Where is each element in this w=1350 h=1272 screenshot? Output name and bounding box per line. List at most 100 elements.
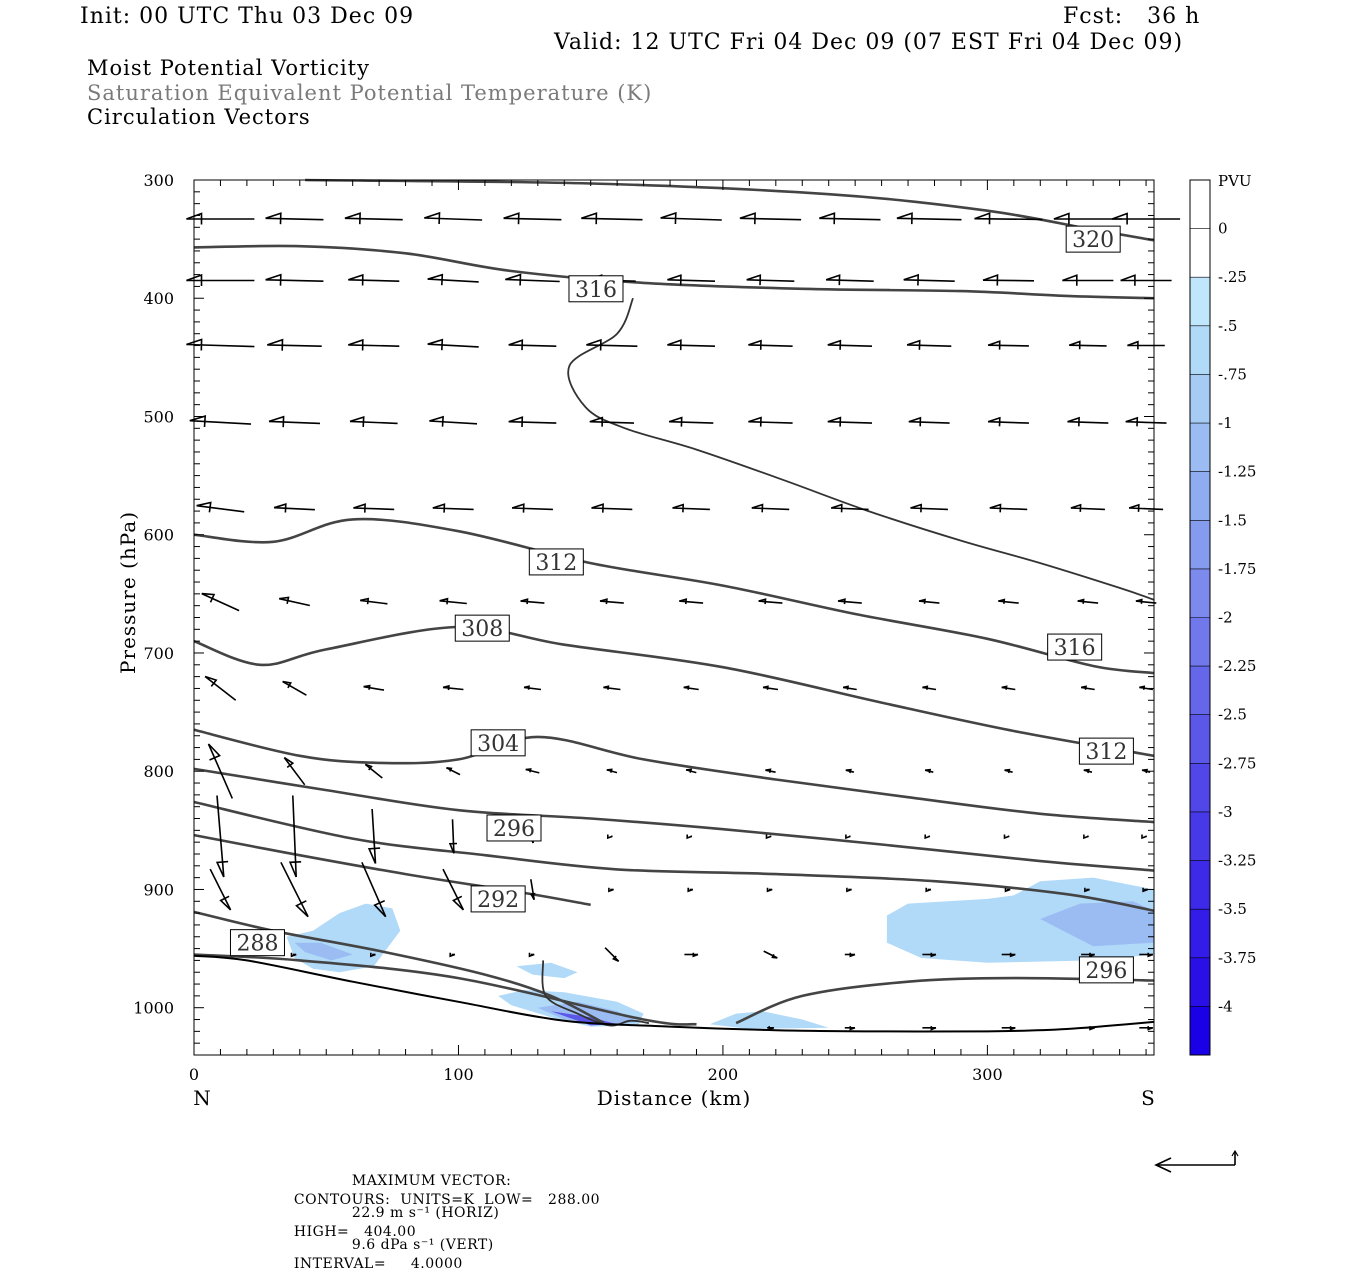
contour-label-box	[470, 729, 526, 757]
circulation-vector	[1003, 834, 1010, 840]
vector-shaft	[520, 600, 545, 604]
vector-shaft	[505, 278, 560, 283]
vector-head	[739, 212, 756, 225]
vector-head	[424, 211, 441, 225]
circulation-vector	[766, 887, 773, 893]
circulation-vector	[906, 339, 952, 350]
circulation-vector	[282, 680, 307, 696]
x-tick-label: 100	[443, 1065, 474, 1084]
vector-head	[686, 768, 693, 773]
vector-head	[1080, 685, 1087, 690]
vector-head	[930, 952, 937, 958]
contour-label-text: 304	[477, 732, 519, 757]
circulation-vector	[439, 597, 467, 605]
vector-head	[612, 955, 620, 963]
circulation-vector	[974, 212, 1043, 225]
colorbar-label: -3.5	[1218, 900, 1247, 918]
colorbar-label: -1.75	[1218, 560, 1256, 578]
circulation-vector	[427, 338, 479, 351]
circulation-vector	[511, 503, 553, 513]
theta-e-contour-304-5	[193, 767, 1155, 872]
circulation-vector	[667, 274, 716, 286]
circulation-vector	[842, 685, 857, 691]
vector-head	[586, 338, 602, 351]
circulation-vector	[1083, 768, 1093, 774]
contour-label: 312	[528, 548, 584, 576]
vector-head	[508, 339, 524, 351]
vector-shaft	[903, 279, 955, 282]
vector-head	[849, 952, 856, 958]
vector-shaft	[201, 592, 240, 612]
contour-label-text: 288	[236, 932, 278, 957]
circulation-vector	[668, 416, 714, 427]
vector-head	[819, 212, 836, 225]
vector-shaft	[265, 279, 324, 282]
contour-label-box	[568, 275, 624, 303]
circulation-vector	[209, 868, 232, 911]
cross-section-chart: 320 316 312 308 304 296 292 288 316 312 296 300 400…	[116, 171, 1256, 1173]
vector-shaft	[1069, 344, 1107, 347]
theta-e-line-1	[541, 960, 650, 1027]
vector-shaft	[523, 686, 542, 691]
vector-head	[896, 212, 913, 225]
vector-head	[1009, 952, 1016, 958]
pv-region-8	[294, 942, 353, 961]
vector-head	[608, 887, 614, 893]
circulation-vector	[279, 596, 310, 607]
circulation-vector	[265, 212, 324, 225]
colorbar-swatch	[1190, 423, 1210, 473]
vector-head	[686, 834, 693, 840]
vector-head	[267, 338, 284, 351]
pv-region-3	[709, 1011, 829, 1029]
vector-head	[1068, 340, 1081, 350]
vector-shaft	[364, 763, 383, 779]
vector-head	[427, 273, 444, 286]
circulation-vector	[922, 685, 937, 691]
circulation-vector	[685, 768, 697, 774]
vector-head	[672, 503, 685, 513]
vector-head	[768, 1026, 775, 1031]
field-title-pv: Moist Potential Vorticity	[87, 56, 370, 80]
forecast-hour: Fcst: 36 h	[1063, 4, 1201, 29]
pv-region-5	[1040, 901, 1154, 947]
vector-head	[748, 339, 762, 350]
vector-shaft	[672, 507, 710, 511]
vector-head	[282, 680, 292, 689]
vector-shaft	[439, 600, 467, 605]
theta-e-contour-312-3	[193, 625, 1155, 758]
circulation-vector	[1062, 274, 1114, 286]
theta-e-line-2	[193, 954, 1155, 1033]
vector-head	[1135, 598, 1143, 604]
colorbar-swatch	[1190, 277, 1210, 327]
vector-head	[360, 597, 370, 605]
ref-vector-horiz-head	[1154, 1157, 1172, 1173]
circulation-vector	[348, 273, 400, 286]
y-tick-label: 1000	[133, 999, 174, 1018]
vector-head	[344, 212, 361, 225]
circulation-vector-layer	[186, 211, 1181, 1031]
vector-shaft	[353, 507, 395, 511]
vector-head	[207, 743, 221, 761]
vector-head	[748, 416, 762, 427]
circulation-vector	[922, 952, 937, 958]
vector-head	[1111, 212, 1128, 225]
vector-shaft	[268, 420, 321, 425]
vector-shaft	[988, 344, 1029, 347]
vector-shaft	[998, 600, 1019, 604]
vector-head	[348, 273, 364, 286]
vector-head	[427, 338, 444, 351]
north-label: N	[193, 1086, 211, 1110]
colorbar-label: -1	[1218, 414, 1233, 432]
circulation-vector	[273, 503, 315, 513]
y-tick-label: 300	[143, 171, 174, 190]
vector-shaft	[604, 947, 620, 962]
vector-head	[687, 887, 694, 893]
vector-shaft	[1129, 507, 1164, 511]
vector-head	[528, 952, 535, 958]
vector-head	[442, 684, 450, 691]
vector-head	[448, 842, 458, 854]
vector-shaft	[265, 217, 324, 221]
vector-head	[523, 685, 530, 690]
circulation-vector	[361, 861, 387, 918]
vector-head	[908, 416, 922, 427]
